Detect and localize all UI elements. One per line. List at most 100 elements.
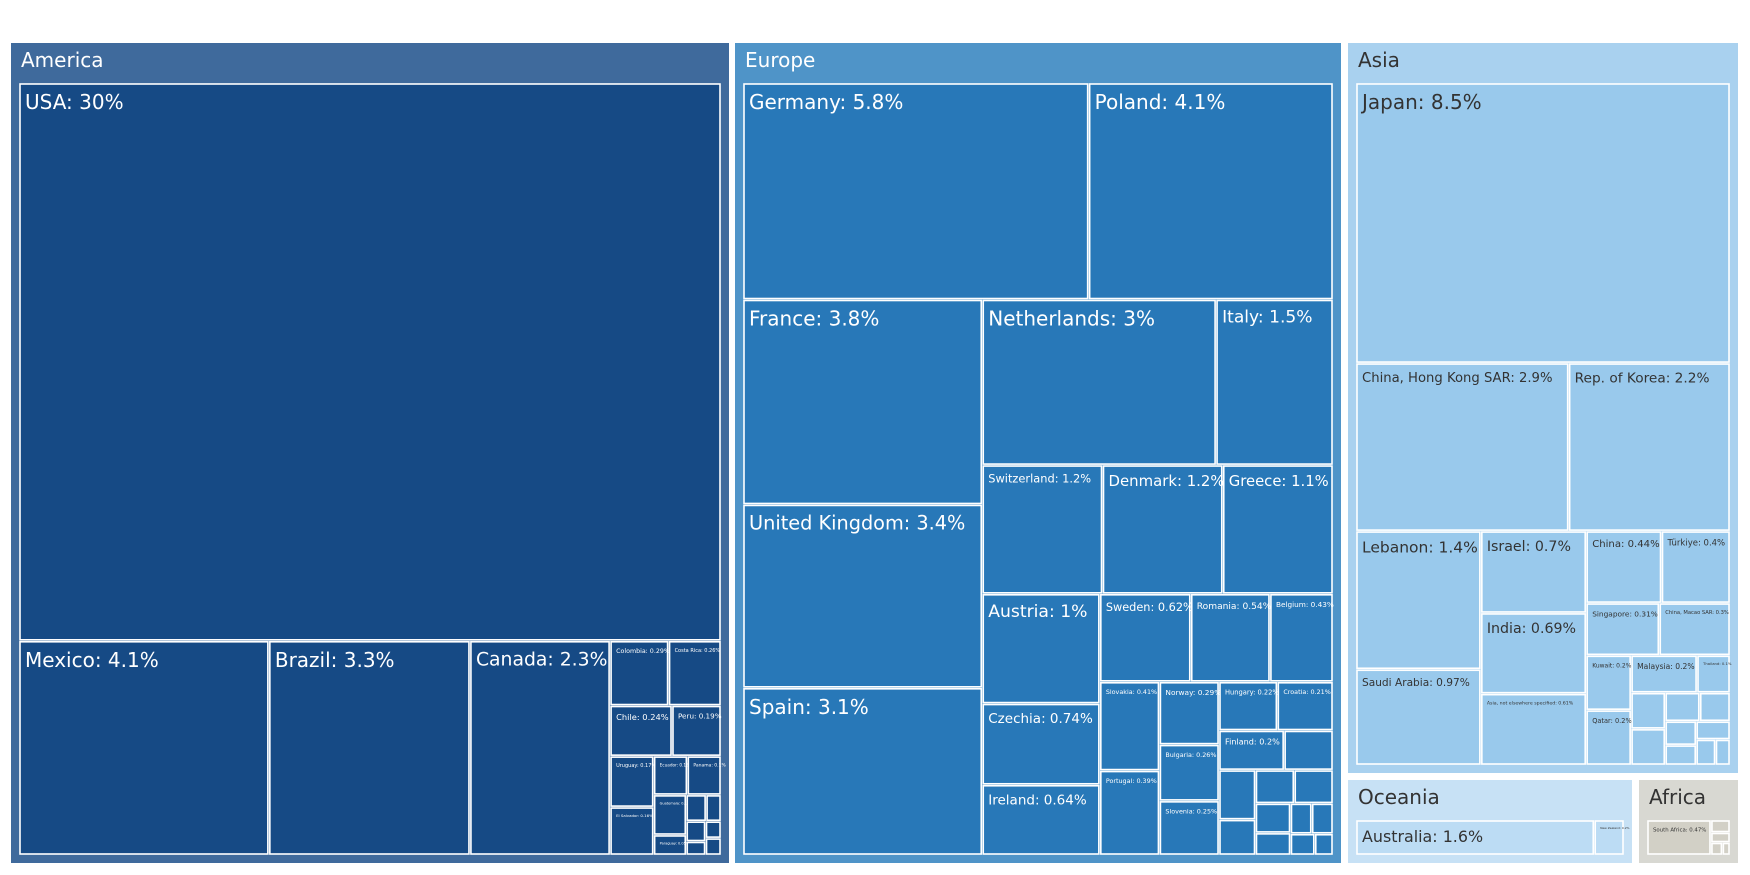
tile-europe-small-34 xyxy=(1314,833,1333,855)
tile-america-small-14 xyxy=(686,795,706,821)
tile-spain-rect xyxy=(743,688,983,855)
tile-rep-of-korea-rect xyxy=(1568,363,1730,531)
tile-qatar: Qatar: 0.2% xyxy=(1586,710,1632,765)
tile-australia-rect xyxy=(1356,820,1595,855)
tile-france-rect xyxy=(743,299,983,505)
tile-asia-small-17-rect xyxy=(1631,729,1666,765)
tile-usa-label: USA: 30% xyxy=(25,90,124,114)
tile-israel-label: Israel: 0.7% xyxy=(1487,539,1571,555)
tile-ireland: Ireland: 0.64% xyxy=(982,784,1100,855)
tile-denmark: Denmark: 1.2% xyxy=(1102,465,1225,594)
tile-romania: Romania: 0.54% xyxy=(1190,594,1272,682)
tile-europe-small-33-rect xyxy=(1290,833,1315,855)
tile-america-small-17 xyxy=(686,841,706,855)
tile-qatar-label: Qatar: 0.2% xyxy=(1592,717,1632,725)
tile-thailand: Thailand: 0.1% xyxy=(1697,655,1732,693)
tile-kuwait: Kuwait: 0.2% xyxy=(1586,655,1632,710)
tile-netherlands-label: Netherlands: 3% xyxy=(988,307,1155,331)
tile-finland-label: Finland: 0.2% xyxy=(1225,737,1280,747)
tile-netherlands-rect xyxy=(982,299,1216,465)
tile-south-africa-rect xyxy=(1647,820,1711,855)
region-asia-label: Asia xyxy=(1358,48,1400,72)
tile-poland: Poland: 4.1% xyxy=(1088,83,1333,300)
tile-el-salvador: El Salvador: 0.16% xyxy=(610,807,654,855)
tile-america-small-18-rect xyxy=(705,821,721,838)
tile-mexico: Mexico: 4.1% xyxy=(19,641,269,855)
tile-saudi-arabia: Saudi Arabia: 0.97% xyxy=(1356,669,1481,765)
tile-panama: Panama: 0.1% xyxy=(687,756,726,795)
tile-asia-small-20-rect xyxy=(1665,721,1697,745)
tile-portugal-label: Portugal: 0.39% xyxy=(1106,777,1157,785)
tile-costa-rica-rect xyxy=(668,641,721,706)
tile-asia-small-21 xyxy=(1665,745,1697,765)
tile-denmark-rect xyxy=(1102,465,1223,594)
tile-europe-small-27 xyxy=(1255,770,1295,804)
tile-slovenia: Slovenia: 0.25% xyxy=(1159,801,1219,855)
tile-new-zealand-label: New Zealand: 0.2% xyxy=(1600,826,1629,830)
tile-spain: Spain: 3.1% xyxy=(743,688,983,855)
tile-china-rect xyxy=(1586,531,1662,603)
tile-italy: Italy: 1.5% xyxy=(1216,299,1333,465)
tile-czechia-label: Czechia: 0.74% xyxy=(988,711,1093,727)
tile-europe-small-30 xyxy=(1255,833,1291,855)
tile-panama-rect xyxy=(687,756,721,795)
tile-switzerland-rect xyxy=(982,465,1103,594)
tile-america-small-16 xyxy=(686,821,706,842)
tile-romania-label: Romania: 0.54% xyxy=(1197,602,1272,612)
tile-europe-small-26 xyxy=(1219,819,1256,855)
region-europe: Europe Germany: 5.8% Poland: 4.1% France: 3… xyxy=(735,43,1341,863)
tile-uruguay-rect xyxy=(610,756,654,807)
tile-uruguay: Uruguay: 0.17% xyxy=(610,756,656,807)
tile-ireland-rect xyxy=(982,784,1100,855)
tile-asia-small-16 xyxy=(1631,692,1666,729)
tile-sweden-label: Sweden: 0.62% xyxy=(1106,601,1194,614)
tile-singapore-rect xyxy=(1586,603,1660,656)
tile-czechia-rect xyxy=(982,703,1100,785)
tile-south-africa: South Africa: 0.47% xyxy=(1647,820,1711,855)
tile-asia-small-19-rect xyxy=(1699,692,1730,722)
tile-t-rkiye-rect xyxy=(1661,531,1730,603)
tile-europe-small-24-rect xyxy=(1284,730,1333,770)
tile-france: France: 3.8% xyxy=(743,299,983,505)
tile-asia-not-elsewhere-specified-label: Asia, not elsewhere specified: 0.61% xyxy=(1487,700,1574,706)
tile-europe-small-28 xyxy=(1294,770,1333,804)
tile-guatemala-rect xyxy=(653,795,687,835)
tile-brazil: Brazil: 3.3% xyxy=(269,641,470,855)
tile-new-zealand-rect xyxy=(1594,820,1624,855)
tile-africa-small-3 xyxy=(1711,842,1723,855)
tile-greece-label: Greece: 1.1% xyxy=(1229,473,1329,490)
tile-canada-label: Canada: 2.3% xyxy=(476,650,607,671)
tile-finland-rect xyxy=(1219,730,1284,770)
tile-saudi-arabia-rect xyxy=(1356,669,1481,765)
tile-lebanon-rect xyxy=(1356,531,1481,670)
tile-peru-label: Peru: 0.19% xyxy=(678,712,722,721)
tile-czechia: Czechia: 0.74% xyxy=(982,703,1100,785)
tile-asia-small-24-rect xyxy=(1715,739,1730,765)
tile-japan-label: Japan: 8.5% xyxy=(1360,90,1482,114)
tile-asia-not-elsewhere-specified-rect xyxy=(1481,693,1586,765)
tile-asia-not-elsewhere-specified: Asia, not elsewhere specified: 0.61% xyxy=(1481,693,1586,765)
tile-sweden-rect xyxy=(1100,594,1191,682)
tile-kuwait-rect xyxy=(1586,655,1631,710)
tile-germany-rect xyxy=(743,83,1089,300)
tile-mexico-label: Mexico: 4.1% xyxy=(25,648,159,672)
tile-europe-small-24 xyxy=(1284,730,1333,770)
tile-united-kingdom-label: United Kingdom: 3.4% xyxy=(749,512,965,535)
tile-china-macao-sar-label: China, Macao SAR: 0.3% xyxy=(1665,610,1729,616)
tile-croatia-label: Croatia: 0.21% xyxy=(1283,688,1330,696)
tile-bulgaria-label: Bulgaria: 0.26% xyxy=(1165,751,1216,759)
tile-poland-label: Poland: 4.1% xyxy=(1095,90,1226,114)
tile-austria-label: Austria: 1% xyxy=(988,602,1087,622)
tile-bulgaria: Bulgaria: 0.26% xyxy=(1159,744,1219,801)
tile-america-small-18 xyxy=(705,821,721,838)
tile-colombia-rect xyxy=(610,641,669,706)
tile-spain-label: Spain: 3.1% xyxy=(749,695,869,719)
tile-china-hong-kong-sar: China, Hong Kong SAR: 2.9% xyxy=(1356,363,1569,531)
tile-peru: Peru: 0.19% xyxy=(672,705,722,756)
tile-greece: Greece: 1.1% xyxy=(1222,465,1333,594)
tile-europe-small-32-rect xyxy=(1311,803,1333,834)
tile-panama-label: Panama: 0.1% xyxy=(693,763,726,769)
tile-ecuador-rect xyxy=(653,756,688,795)
tile-asia-small-16-rect xyxy=(1631,692,1666,729)
tile-europe-small-31 xyxy=(1290,803,1312,834)
